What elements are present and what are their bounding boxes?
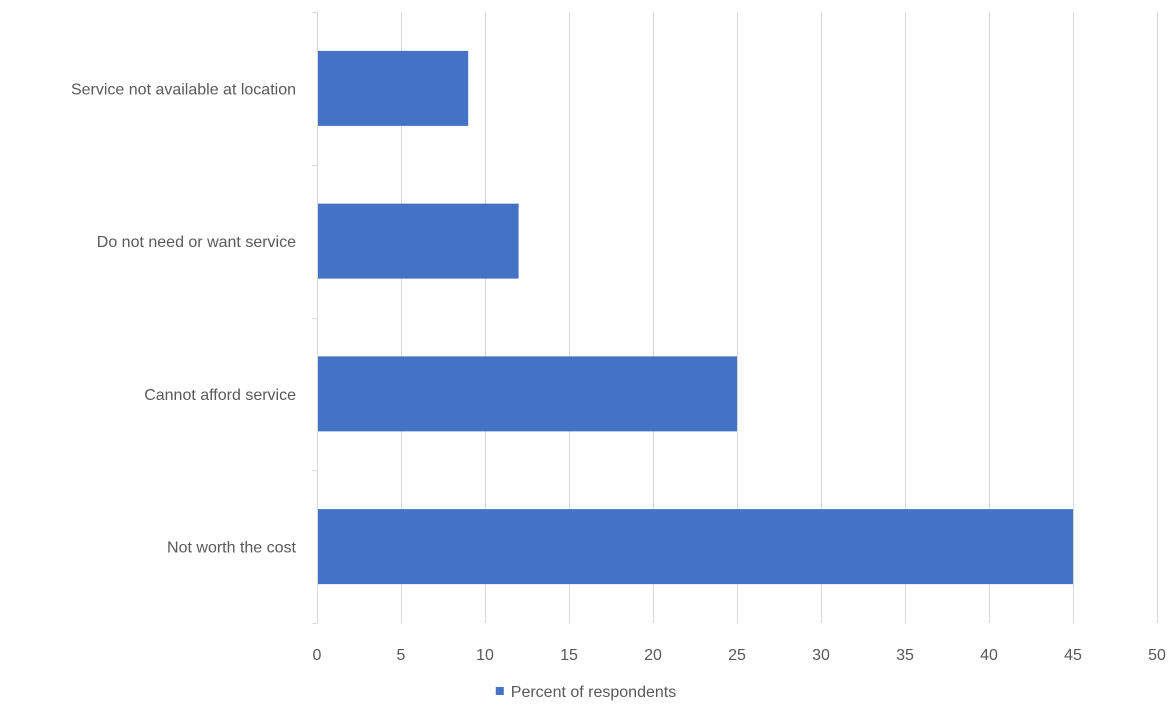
category-labels: Service not available at location Do not … [71,81,297,556]
bar [317,356,737,432]
axes [312,12,318,624]
category-label: Service not available at location [71,81,296,98]
legend-swatch [495,687,504,695]
x-tick-labels: 0 5 10 15 20 25 30 35 40 45 50 [313,647,1166,664]
x-tick-label: 40 [980,647,998,664]
x-tick-label: 35 [896,647,914,664]
x-tick-label: 20 [644,647,662,664]
x-tick-label: 10 [476,647,494,664]
bar [317,50,469,126]
x-tick-label: 45 [1064,647,1082,664]
x-tick-label: 0 [313,647,322,664]
legend-label: Percent of respondents [511,684,676,701]
gridlines [401,12,1158,623]
bar [317,509,1073,585]
category-label: Do not need or want service [97,234,296,251]
category-label: Not worth the cost [167,540,297,557]
category-label: Cannot afford service [144,387,296,404]
x-tick-label: 25 [728,647,746,664]
x-tick-label: 30 [812,647,830,664]
bars [317,50,1073,585]
x-tick-label: 5 [397,647,406,664]
x-tick-label: 50 [1148,647,1166,664]
legend: Percent of respondents [495,684,676,701]
bar [317,203,519,279]
x-tick-label: 15 [560,647,578,664]
